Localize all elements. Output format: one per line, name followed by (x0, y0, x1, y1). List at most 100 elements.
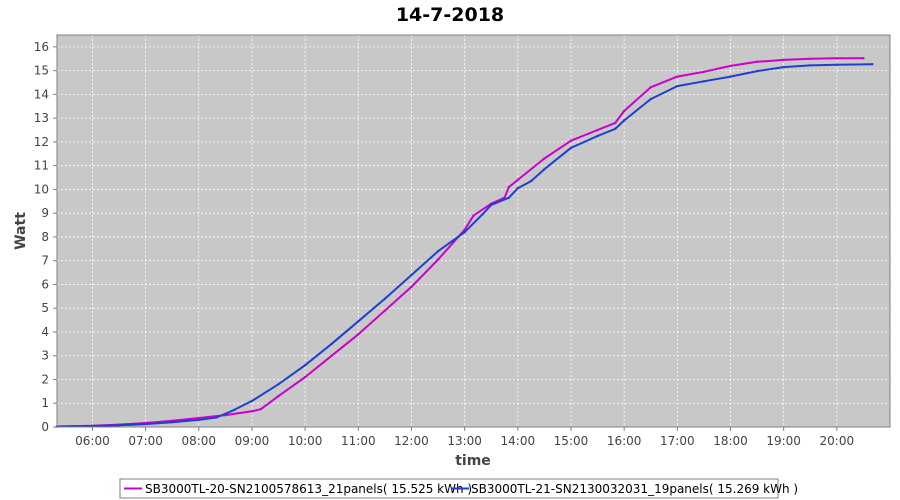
y-axis-label: Watt (13, 212, 29, 250)
series-1-point (702, 70, 706, 74)
x-tick-label: 19:00 (766, 434, 801, 448)
series-1-point (357, 333, 360, 336)
chart-title: 14-7-2018 (396, 4, 504, 26)
series-2-point (357, 320, 360, 323)
series-1-point (569, 139, 573, 142)
series-2-point (303, 364, 307, 367)
x-tick-label: 15:00 (554, 434, 589, 448)
series-2-point (330, 342, 333, 345)
y-tick-label: 3 (41, 349, 49, 363)
x-tick-label: 20:00 (820, 434, 855, 448)
series-2-point (277, 383, 280, 386)
y-tick-label: 1 (41, 396, 49, 410)
legend-label-series-2: SB3000TL-21-SN2130032031_19panels( 15.26… (471, 482, 798, 496)
x-tick-label: 13:00 (447, 434, 482, 448)
series-2-point (649, 97, 652, 101)
series-1-point (862, 57, 865, 60)
series-2-point (702, 80, 706, 83)
y-tick-label: 4 (41, 325, 49, 339)
y-tick-label: 5 (41, 301, 49, 315)
y-tick-label: 10 (34, 182, 49, 196)
x-tick-label: 07:00 (128, 434, 163, 448)
series-2-point (516, 187, 519, 190)
y-tick-label: 6 (41, 277, 49, 291)
y-tick-label: 12 (34, 135, 49, 149)
series-2-point (622, 119, 626, 122)
plot-border (56, 34, 891, 428)
series-1-point (809, 57, 812, 60)
series-1-point (250, 410, 254, 413)
series-lines (55, 57, 874, 428)
series-2-point (197, 418, 200, 422)
series-2-point (809, 64, 812, 67)
series-2-point (507, 196, 511, 199)
plot-area (57, 35, 890, 427)
x-tick-label: 18:00 (713, 434, 748, 448)
series-2-point (529, 179, 533, 183)
x-tick-label: 11:00 (341, 434, 376, 448)
x-tick-label: 06:00 (75, 434, 110, 448)
series-2-point (543, 168, 546, 171)
series-2-point (144, 422, 147, 426)
y-tick-label: 11 (34, 159, 49, 173)
series-1-point (782, 58, 785, 62)
series-2-point (835, 63, 838, 66)
series-line-2 (56, 63, 873, 428)
series-2-point (614, 127, 617, 130)
series-1-point (755, 60, 759, 63)
series-1-point (596, 128, 599, 132)
series-1-point (649, 86, 652, 89)
y-tick-label: 9 (41, 206, 49, 220)
series-2-point (233, 408, 236, 412)
series-2-point (481, 213, 484, 216)
series-2-point (729, 75, 732, 78)
series-1-point (507, 185, 511, 189)
series-1-point (303, 375, 307, 379)
series-2-point (463, 231, 466, 234)
y-tick-label: 16 (34, 40, 49, 54)
series-1-point (835, 57, 838, 60)
series-1-point (729, 64, 732, 68)
x-tick-label: 14:00 (501, 434, 536, 448)
x-tick-label: 12:00 (394, 434, 429, 448)
series-2-point (569, 146, 573, 149)
x-tick-label: 10:00 (288, 434, 323, 448)
series-1-point (543, 157, 546, 160)
x-tick-label: 08:00 (181, 434, 216, 448)
series-1-point (622, 109, 626, 113)
x-tick-label: 09:00 (235, 434, 270, 448)
series-1-point (410, 285, 413, 288)
series-2-point (215, 416, 218, 419)
series-2-point (676, 84, 679, 88)
series-2-point (755, 69, 759, 73)
x-axis-label: time (455, 453, 491, 469)
series-1-point (472, 214, 475, 217)
series-2-point (250, 399, 254, 403)
series-2-point (171, 421, 174, 424)
series-2-point (436, 250, 440, 253)
series-2-point (117, 424, 121, 427)
series-1-point (197, 416, 200, 420)
series-2-point (596, 134, 599, 138)
y-tick-label: 7 (41, 254, 49, 268)
series-1-point (516, 178, 519, 182)
series-1-point (259, 408, 262, 411)
series-1-point (383, 309, 387, 312)
legend-label-series-1: SB3000TL-20-SN2100578613_21panels( 15.52… (145, 482, 472, 496)
y-tick-label: 0 (41, 420, 49, 434)
series-1-point (676, 75, 679, 78)
legend: SB3000TL-20-SN2100578613_21panels( 15.52… (119, 478, 798, 499)
y-tick-label: 2 (41, 372, 49, 386)
series-2-point (410, 273, 413, 277)
y-tick-label: 13 (34, 111, 49, 125)
grid-lines (57, 35, 890, 428)
y-tick-label: 15 (34, 64, 49, 78)
series-2-point (490, 203, 493, 207)
series-1-point (330, 354, 333, 357)
y-tick-label: 8 (41, 230, 49, 244)
series-2-point (383, 297, 387, 300)
series-1-point (614, 121, 617, 125)
series-1-point (277, 394, 280, 398)
